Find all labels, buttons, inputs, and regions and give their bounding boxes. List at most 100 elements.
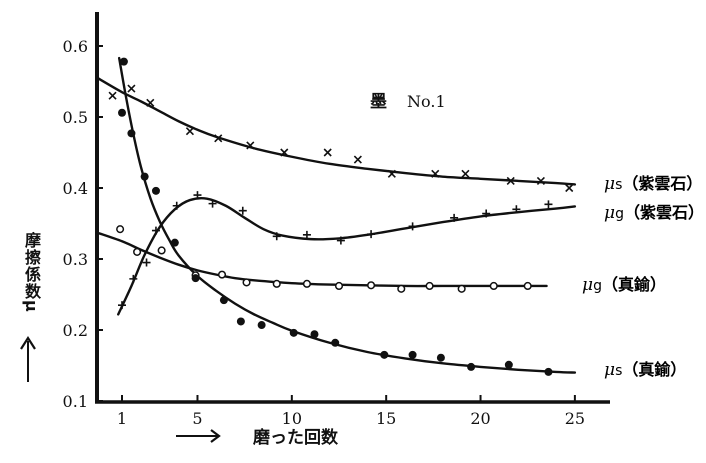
x-marker xyxy=(214,134,223,143)
plus-marker xyxy=(129,274,138,283)
series-label: μs（紫雲石） xyxy=(604,174,702,194)
plus-marker xyxy=(544,200,553,209)
filled-circle-marker xyxy=(504,360,513,369)
open-circle-marker xyxy=(334,281,344,291)
x-marker xyxy=(461,169,470,178)
plus-marker xyxy=(302,230,311,239)
plus-marker xyxy=(172,201,181,210)
axes: 0.10.20.30.40.50.6 1 5 10 15 20 25 xyxy=(63,12,610,428)
x-tick-label: 10 xyxy=(282,409,302,428)
filled-circle-marker xyxy=(310,330,319,339)
x-marker xyxy=(185,127,194,136)
filled-circle-marker xyxy=(436,353,445,362)
x-marker xyxy=(536,176,545,185)
filled-circle-marker xyxy=(170,238,179,247)
x-marker xyxy=(506,176,515,185)
plus-marker xyxy=(482,209,491,218)
open-circle-marker xyxy=(302,279,311,288)
y-tick-label: 0.6 xyxy=(63,37,88,56)
plus-marker xyxy=(208,199,217,208)
series-label: μg（真鍮） xyxy=(582,275,666,295)
x-tick-label: 1 xyxy=(117,409,127,428)
open-circle-marker xyxy=(489,281,498,291)
x-marker xyxy=(323,148,332,157)
y-tick-label: 0.1 xyxy=(63,392,88,411)
filled-circle-marker xyxy=(331,338,340,347)
plus-marker xyxy=(336,236,345,245)
y-tick-label: 0.3 xyxy=(63,250,88,269)
x-tick-label: 5 xyxy=(192,409,202,428)
x-ticks: 1 5 10 15 20 25 xyxy=(117,395,585,428)
filled-circle-marker xyxy=(467,362,476,371)
data-markers xyxy=(108,57,574,376)
filled-circle-marker xyxy=(257,321,266,330)
filled-circle-marker xyxy=(289,328,298,337)
open-circle-marker xyxy=(116,225,125,234)
x-marker xyxy=(127,84,136,93)
open-circle-marker xyxy=(367,281,376,290)
plus-marker xyxy=(118,301,126,310)
plus-marker xyxy=(193,191,202,200)
plus-marker xyxy=(512,205,521,214)
filled-circle-marker xyxy=(219,296,228,305)
x-marker xyxy=(565,183,574,193)
plus-marker xyxy=(142,258,151,267)
fit-curve xyxy=(117,56,577,374)
title-ink: 墨 xyxy=(370,92,387,112)
x-marker xyxy=(146,98,155,107)
x-axis-label: 磨った回数 xyxy=(176,427,339,448)
x-marker xyxy=(280,148,289,157)
open-circle-marker xyxy=(397,284,406,293)
fit-curve xyxy=(96,231,548,288)
x-tick-label: 20 xyxy=(470,409,490,428)
plus-marker xyxy=(367,230,376,239)
plus-marker xyxy=(238,206,247,215)
y-tick-label: 0.5 xyxy=(63,108,88,127)
open-circle-marker xyxy=(133,247,142,256)
x-tick-label: 15 xyxy=(376,409,396,428)
y-ticks: 0.1 0.2 0.3 0.4 0.5 0.6 xyxy=(63,37,103,411)
open-circle-marker xyxy=(217,270,227,279)
filled-circle-marker xyxy=(408,350,417,359)
x-marker xyxy=(387,169,396,178)
series-label: μs（真鍮） xyxy=(604,360,686,380)
x-marker xyxy=(353,155,362,164)
filled-circle-marker xyxy=(127,129,136,138)
series-labels: μs（紫雲石） μg（紫雲石） μg（真鍮） μs（真鍮） xyxy=(582,174,704,380)
arrow-right-head xyxy=(210,429,221,443)
plus-marker xyxy=(151,226,160,235)
open-circle-marker xyxy=(523,281,532,291)
x-marker xyxy=(431,169,440,178)
plus-marker xyxy=(408,222,417,231)
filled-circle-marker xyxy=(236,317,245,326)
open-circle-marker xyxy=(457,284,466,293)
filled-circle-marker xyxy=(191,274,200,283)
filled-circle-marker xyxy=(140,172,149,181)
open-circle-marker xyxy=(242,278,251,287)
fit-curves xyxy=(96,56,577,374)
plus-marker xyxy=(450,213,459,222)
chart-title: 墨 No.1 xyxy=(370,92,446,112)
y-tick-label: 0.2 xyxy=(63,321,88,340)
filled-circle-marker xyxy=(380,350,389,359)
open-circle-marker xyxy=(272,279,281,288)
arrow-up-icon xyxy=(20,335,36,382)
series-label: μg（紫雲石） xyxy=(604,203,704,223)
fit-curve xyxy=(117,197,577,316)
fit-curve xyxy=(96,76,577,186)
filled-circle-marker xyxy=(151,186,160,195)
plus-marker xyxy=(272,232,281,241)
filled-circle-marker xyxy=(544,367,553,376)
filled-circle-marker xyxy=(119,57,128,66)
x-tick-label: 25 xyxy=(565,409,585,428)
open-circle-marker xyxy=(425,281,434,291)
x-marker xyxy=(246,141,255,150)
y-axis-title: 摩擦係数μ xyxy=(22,232,41,313)
title-number: No.1 xyxy=(407,92,446,111)
filled-circle-marker xyxy=(118,108,126,117)
open-circle-marker xyxy=(157,246,166,255)
x-axis-title: 磨った回数 xyxy=(253,427,339,448)
y-tick-label: 0.4 xyxy=(63,179,88,198)
x-marker xyxy=(108,91,117,100)
